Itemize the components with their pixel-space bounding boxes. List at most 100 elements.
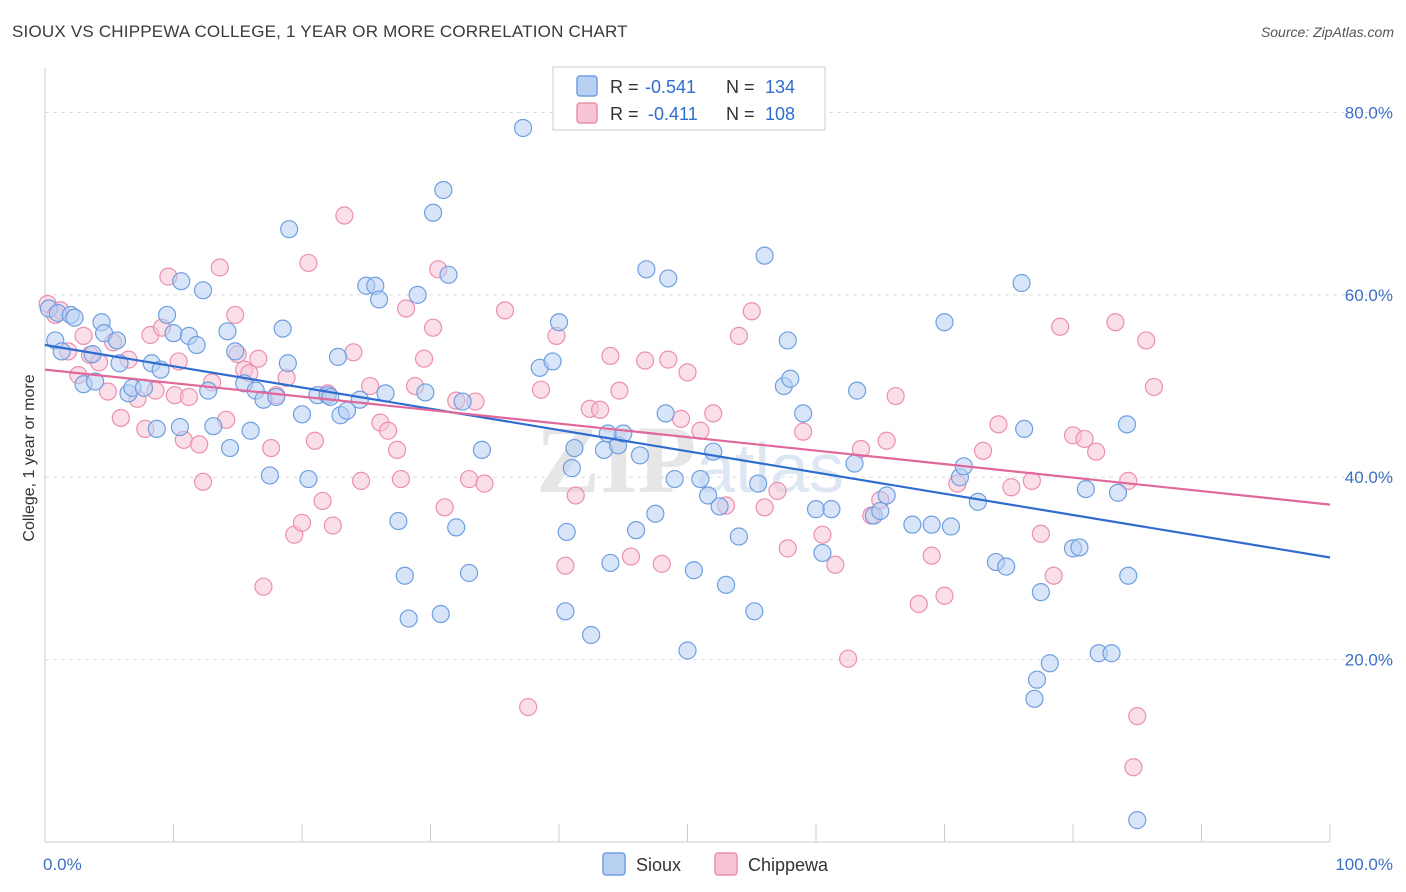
sioux-point <box>1119 566 1138 585</box>
sioux-point <box>1012 273 1031 293</box>
sioux-point <box>459 563 479 583</box>
chippewa-point <box>190 435 209 454</box>
sioux-point <box>922 515 941 534</box>
sioux-point <box>147 419 166 439</box>
chippewa-point <box>691 421 710 440</box>
sioux-point <box>193 281 213 300</box>
sioux-point <box>218 322 237 341</box>
sioux-point <box>447 518 466 537</box>
sioux-point <box>416 383 435 402</box>
sioux-point <box>562 459 581 478</box>
chippewa-point <box>435 498 454 517</box>
sioux-point <box>822 500 841 519</box>
sioux-point <box>941 517 961 536</box>
sioux-point <box>328 347 348 366</box>
chippewa-point <box>621 547 641 566</box>
sioux-point <box>172 272 191 291</box>
chippewa-point <box>226 305 245 325</box>
sioux-point <box>292 405 312 424</box>
chippewa-n-label: N = <box>726 104 755 124</box>
series-legend: Sioux Chippewa <box>602 852 829 876</box>
chippewa-point <box>1144 377 1164 397</box>
sioux-point <box>1102 644 1121 663</box>
sioux-point <box>698 486 718 505</box>
sioux-point <box>1117 415 1137 434</box>
sioux-point <box>755 246 774 265</box>
chippewa-point <box>378 421 398 440</box>
sioux-point <box>903 515 922 534</box>
sioux-point <box>260 466 279 485</box>
sioux-point <box>220 438 240 458</box>
chippewa-point <box>98 382 118 401</box>
chippewa-point <box>935 586 954 605</box>
sioux-point <box>781 369 800 388</box>
trend-lines <box>44 343 1331 559</box>
sioux-r-label: R = <box>610 77 639 97</box>
sioux-n-label: N = <box>726 77 755 97</box>
sioux-point <box>157 305 177 325</box>
chippewa-point <box>704 404 723 423</box>
chippewa-point <box>254 577 273 596</box>
chippewa-point <box>1106 313 1125 332</box>
chippewa-point <box>305 431 324 450</box>
chippewa-point <box>262 438 281 458</box>
sioux-point <box>280 220 299 239</box>
sioux-point <box>935 313 954 332</box>
chippewa-r-value: -0.411 <box>648 104 698 124</box>
chippewa-point <box>659 350 678 369</box>
chart-source: Source: ZipAtlas.com <box>1260 24 1394 40</box>
sioux-point <box>556 602 575 621</box>
chippewa-point <box>423 318 443 337</box>
sioux-point <box>637 260 656 279</box>
sioux-point <box>1031 583 1050 602</box>
chippewa-point <box>839 649 858 668</box>
sioux-point <box>1025 689 1044 708</box>
chippewa-point <box>352 471 371 490</box>
chippewa-point <box>1044 566 1063 585</box>
sioux-points <box>39 118 1147 830</box>
sioux-point <box>513 118 533 138</box>
chippewa-point <box>635 351 655 370</box>
chippewa-point <box>1128 707 1147 726</box>
sioux-point <box>439 265 458 284</box>
sioux-point <box>848 381 867 400</box>
sioux-point <box>691 469 710 489</box>
sioux-point <box>871 501 890 521</box>
sioux-point <box>453 392 472 411</box>
sioux-point <box>656 404 675 423</box>
chippewa-point <box>886 386 905 406</box>
chippewa-point <box>179 387 199 407</box>
sioux-point <box>565 438 584 458</box>
sioux-point <box>278 354 297 373</box>
sioux-point <box>241 421 260 440</box>
chippewa-point <box>671 409 691 428</box>
sioux-point <box>716 575 736 594</box>
sioux-point <box>813 543 832 563</box>
y-tick-label: 20.0% <box>1345 651 1393 670</box>
chippewa-point <box>768 481 787 501</box>
sioux-point <box>749 474 768 493</box>
chippewa-point <box>610 381 629 400</box>
sioux-point <box>745 602 764 621</box>
chippewa-point <box>299 253 318 273</box>
sioux-point <box>968 492 988 511</box>
chippewa-legend-swatch <box>576 102 598 124</box>
y-tick-label: 40.0% <box>1345 468 1393 487</box>
sioux-point <box>395 566 414 585</box>
sioux-point <box>187 335 206 355</box>
chippewa-point <box>111 408 130 428</box>
sioux-point <box>134 378 154 397</box>
sioux-point <box>678 641 697 660</box>
sioux-point <box>794 404 813 423</box>
sioux-point <box>543 352 562 371</box>
chippewa-point <box>396 299 416 318</box>
sioux-point <box>997 557 1016 576</box>
chippewa-point <box>1119 471 1138 490</box>
sioux-point <box>710 497 729 516</box>
chippewa-point <box>292 513 312 532</box>
chippewa-n-value: 108 <box>765 104 795 124</box>
sioux-point <box>806 500 826 519</box>
sioux-point <box>1070 538 1089 557</box>
chippewa-point <box>344 343 363 362</box>
